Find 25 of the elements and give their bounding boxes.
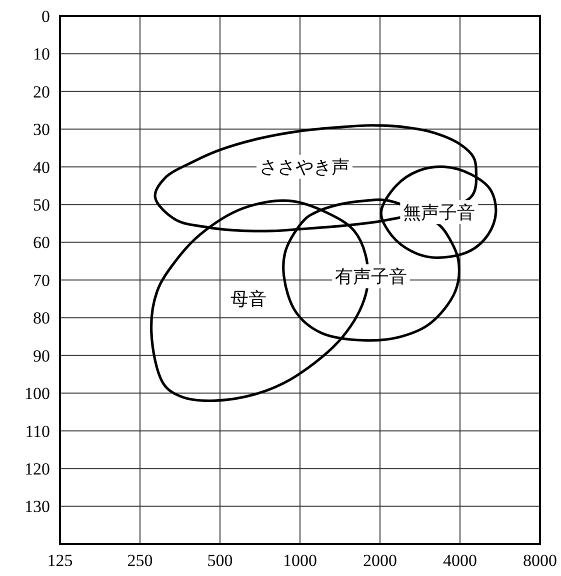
annotation: 母音: [230, 289, 266, 310]
y-tick-label: 0: [42, 6, 50, 26]
y-tick-label: 90: [33, 346, 50, 366]
x-tick-label: 8000: [523, 551, 557, 570]
y-tick-label: 110: [25, 422, 50, 441]
annotation: ささやき声: [260, 157, 350, 178]
annotation: 無声子音: [403, 202, 476, 224]
y-tick-label: 40: [33, 158, 50, 177]
x-tick-label: 500: [207, 551, 233, 570]
annotation: 有声子音: [335, 266, 407, 288]
y-tick-label: 130: [24, 497, 50, 516]
x-tick-label: 4000: [443, 551, 477, 570]
y-tick-label: 20: [33, 82, 50, 102]
y-tick-label: 10: [33, 44, 50, 64]
y-tick-label: 30: [33, 120, 50, 140]
y-tick-label: 60: [33, 233, 50, 252]
y-tick-label: 80: [33, 308, 50, 328]
y-tick-label: 50: [33, 196, 50, 215]
y-tick-label: 120: [24, 460, 50, 479]
x-tick-label: 1000: [283, 551, 317, 570]
x-tick-label: 125: [47, 551, 73, 570]
x-tick-label: 2000: [363, 551, 397, 570]
x-tick-label: 250: [127, 551, 153, 570]
y-tick-label: 100: [24, 384, 50, 404]
y-tick-label: 70: [33, 270, 50, 290]
